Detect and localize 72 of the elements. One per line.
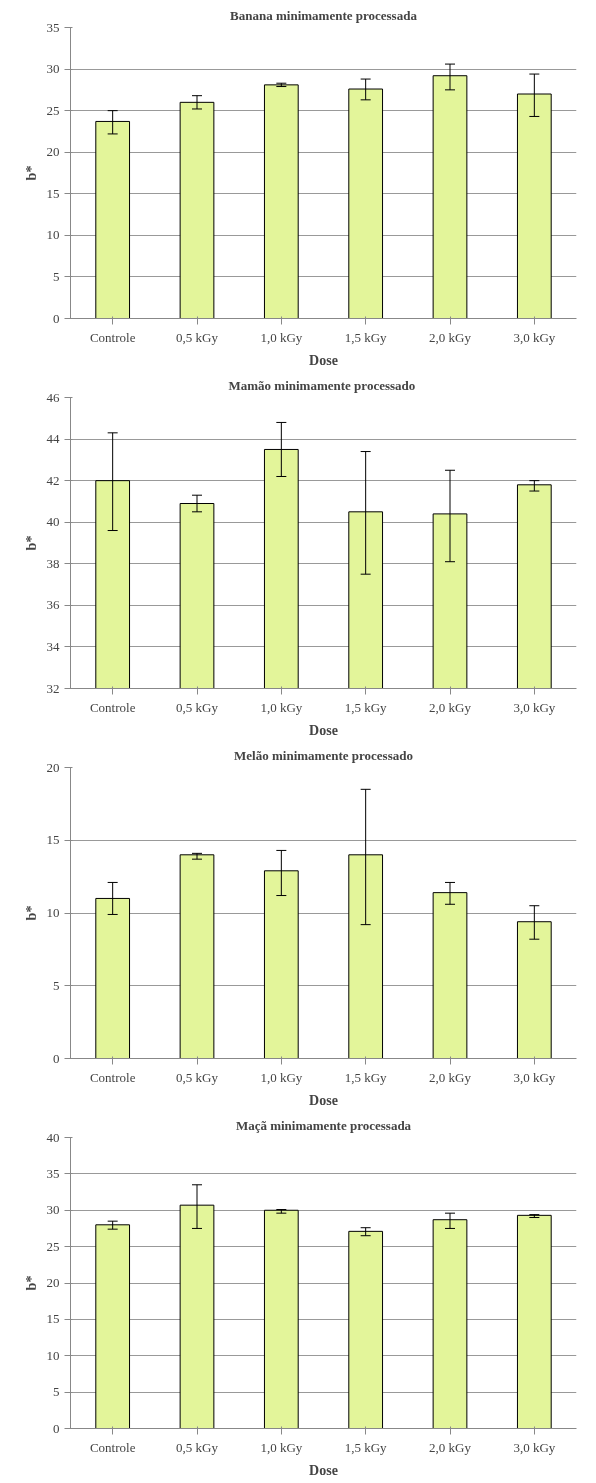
y-tick-label: 34 bbox=[46, 638, 60, 654]
x-tick-label: 0,5 kGy bbox=[176, 1069, 219, 1085]
x-tick-label: 1,0 kGy bbox=[260, 1439, 303, 1455]
y-tick-label: 35 bbox=[46, 1165, 60, 1181]
x-tick-label: 2,0 kGy bbox=[429, 699, 472, 715]
y-tick-label: 25 bbox=[46, 1238, 60, 1254]
y-tick-label: 44 bbox=[46, 431, 60, 447]
x-tick-label: 1,5 kGy bbox=[344, 329, 388, 345]
y-axis-title: b* bbox=[23, 165, 39, 181]
y-tick-label: 5 bbox=[53, 268, 60, 284]
y-tick-label: 0 bbox=[53, 1420, 60, 1436]
y-tick-label: 10 bbox=[46, 227, 60, 243]
y-tick-label: 46 bbox=[46, 389, 60, 405]
y-axis-title: b* bbox=[23, 535, 39, 551]
x-tick-label: 1,0 kGy bbox=[260, 1069, 303, 1085]
bar bbox=[348, 1230, 384, 1429]
bar bbox=[516, 1214, 552, 1429]
chart-title: Melão minimamente processado bbox=[234, 747, 413, 763]
y-tick-label: 25 bbox=[46, 102, 60, 118]
x-axis-title: Dose bbox=[309, 1462, 338, 1478]
x-tick-label: 1,0 kGy bbox=[260, 329, 303, 345]
y-tick-label: 20 bbox=[46, 759, 60, 775]
x-axis-title: Dose bbox=[309, 1092, 338, 1108]
y-tick-label: 35 bbox=[46, 19, 60, 35]
y-tick-label: 36 bbox=[46, 597, 60, 613]
bar bbox=[263, 1209, 299, 1429]
y-tick-label: 15 bbox=[46, 1311, 60, 1327]
chart-title: Mamão minimamente processado bbox=[228, 377, 416, 393]
y-tick-label: 40 bbox=[46, 514, 60, 530]
x-axis-title: Dose bbox=[309, 352, 338, 368]
x-tick-label: 0,5 kGy bbox=[176, 329, 219, 345]
x-tick-label: Controle bbox=[89, 1439, 136, 1455]
x-tick-label: Controle bbox=[89, 329, 136, 345]
x-tick-label: 3,0 kGy bbox=[513, 1439, 556, 1455]
x-tick-label: 2,0 kGy bbox=[429, 1439, 472, 1455]
x-tick-label: 1,0 kGy bbox=[260, 699, 303, 715]
x-tick-label: 3,0 kGy bbox=[513, 329, 556, 345]
bar bbox=[263, 84, 299, 319]
y-tick-label: 15 bbox=[46, 832, 60, 848]
x-tick-label: 1,5 kGy bbox=[344, 699, 388, 715]
y-tick-label: 32 bbox=[46, 680, 60, 696]
x-tick-label: 1,5 kGy bbox=[344, 1439, 388, 1455]
x-tick-label: 2,0 kGy bbox=[429, 1069, 472, 1085]
y-tick-label: 38 bbox=[46, 555, 60, 571]
y-tick-label: 40 bbox=[46, 1129, 60, 1145]
x-tick-label: Controle bbox=[89, 1069, 136, 1085]
x-tick-label: 0,5 kGy bbox=[176, 1439, 219, 1455]
y-tick-label: 0 bbox=[53, 1050, 60, 1066]
x-axis-title: Dose bbox=[309, 722, 338, 738]
y-tick-label: 10 bbox=[46, 1347, 60, 1363]
y-tick-label: 10 bbox=[46, 905, 60, 920]
x-tick-label: 0,5 kGy bbox=[176, 699, 219, 715]
y-axis-title: b* bbox=[23, 905, 39, 921]
chart-title: Banana minimamente processada bbox=[230, 7, 418, 23]
y-tick-label: 20 bbox=[46, 1275, 60, 1290]
y-tick-label: 5 bbox=[53, 1384, 60, 1400]
x-tick-label: 3,0 kGy bbox=[513, 699, 556, 715]
y-axis-title: b* bbox=[23, 1275, 39, 1291]
chart-title: Maçã minimamente processada bbox=[235, 1117, 412, 1133]
y-tick-label: 5 bbox=[53, 977, 60, 993]
y-tick-label: 0 bbox=[53, 310, 60, 326]
y-tick-label: 42 bbox=[46, 472, 60, 488]
x-tick-label: 2,0 kGy bbox=[429, 329, 472, 345]
x-tick-label: Controle bbox=[89, 699, 136, 715]
y-tick-label: 20 bbox=[46, 144, 60, 160]
x-tick-label: 3,0 kGy bbox=[513, 1069, 556, 1085]
y-tick-label: 30 bbox=[46, 1202, 60, 1218]
bar bbox=[95, 1224, 131, 1429]
y-tick-label: 30 bbox=[46, 61, 60, 77]
x-tick-label: 1,5 kGy bbox=[344, 1069, 388, 1085]
bar bbox=[179, 854, 215, 1059]
y-tick-label: 15 bbox=[46, 185, 60, 201]
